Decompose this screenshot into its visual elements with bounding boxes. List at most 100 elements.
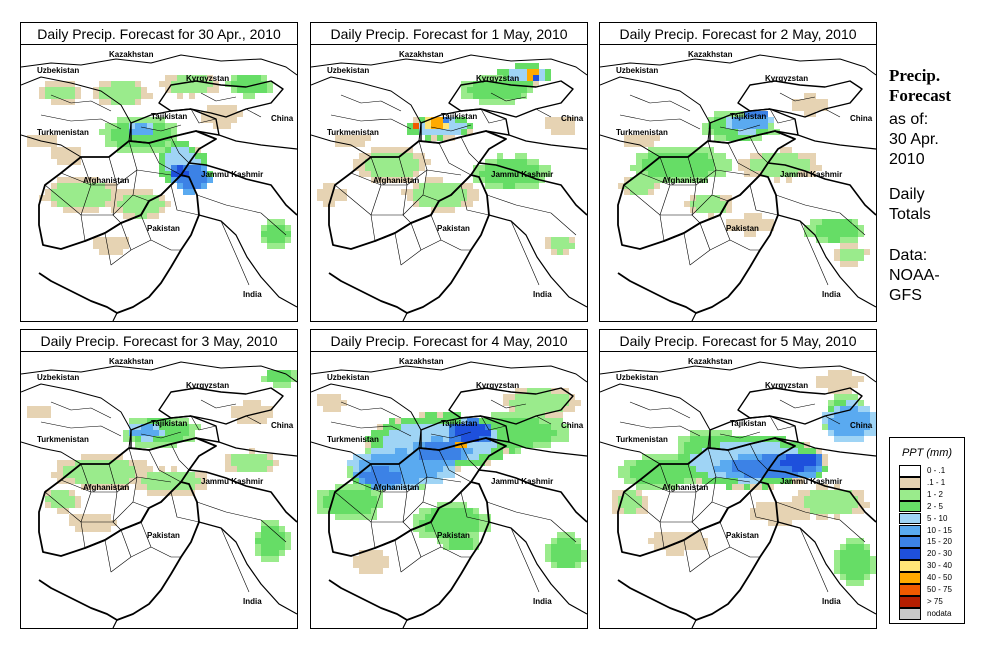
legend-swatch: [899, 512, 921, 525]
map-label-kazakhstan: Kazakhstan: [399, 357, 444, 366]
map-label-china: China: [850, 114, 873, 123]
forecast-panel-3-may: Daily Precip. Forecast for 3 May, 2010 K…: [20, 329, 298, 629]
country-borders: [600, 54, 876, 321]
legend-row: nodata: [899, 607, 959, 620]
daily-label: Daily: [889, 186, 925, 203]
precip-map: Kazakhstan Uzbekistan Kyrgyzstan Tajikistan…: [600, 357, 876, 628]
panel-title: Daily Precip. Forecast for 3 May, 2010: [21, 330, 297, 352]
forecast-panel-5-may: Daily Precip. Forecast for 5 May, 2010 K…: [599, 329, 877, 629]
map-label-turkmenistan: Turkmenistan: [327, 435, 379, 444]
map-label-afghanistan: Afghanistan: [662, 176, 708, 185]
precip-map: Kazakhstan Uzbekistan Kyrgyzstan Tajikistan…: [311, 357, 587, 628]
legend-swatch: [899, 488, 921, 501]
legend-row: 1 - 2: [899, 488, 959, 501]
map-label-turkmenistan: Turkmenistan: [37, 435, 89, 444]
map-label-afghanistan: Afghanistan: [83, 176, 129, 185]
legend-swatch: [899, 476, 921, 489]
legend-swatch: [899, 465, 921, 477]
map-label-afghanistan: Afghanistan: [373, 483, 419, 492]
legend-label: > 75: [927, 596, 943, 606]
panel-title: Daily Precip. Forecast for 1 May, 2010: [311, 23, 587, 45]
map-label-india: India: [822, 290, 841, 299]
precip-grid: [317, 63, 575, 255]
legend-row: .1 - 1: [899, 476, 959, 489]
map-label-afghanistan: Afghanistan: [373, 176, 419, 185]
legend-row: 50 - 75: [899, 584, 959, 596]
daily-totals-block: Daily Totals: [889, 185, 931, 225]
totals-label: Totals: [889, 206, 931, 223]
panel-title: Daily Precip. Forecast for 30 Apr., 2010: [21, 23, 297, 45]
map-label-jammu-kashmir: Jammu Kashmir: [780, 477, 842, 486]
map-label-jammu-kashmir: Jammu Kashmir: [491, 170, 553, 179]
map-label-india: India: [533, 290, 552, 299]
map-label-pakistan: Pakistan: [726, 531, 759, 540]
map-label-pakistan: Pakistan: [437, 531, 470, 540]
map-label-kazakhstan: Kazakhstan: [109, 50, 154, 59]
map-label-china: China: [271, 421, 294, 430]
map-label-pakistan: Pakistan: [147, 224, 180, 233]
legend-row: 5 - 10: [899, 512, 959, 525]
map-label-kyrgyzstan: Kyrgyzstan: [476, 74, 519, 83]
map-label-kazakhstan: Kazakhstan: [399, 50, 444, 59]
legend-swatch: [899, 584, 921, 596]
forecast-panel-1-may: Daily Precip. Forecast for 1 May, 2010 K…: [310, 22, 588, 322]
map-label-china: China: [850, 421, 873, 430]
legend-swatch: [899, 572, 921, 584]
forecast-panel-4-may: Daily Precip. Forecast for 4 May, 2010 K…: [310, 329, 588, 629]
legend-row: > 75: [899, 595, 959, 608]
legend: PPT (mm) 0 - .1 .1 - 1 1 - 2 2 - 5 5 - 10 10 …: [889, 437, 965, 624]
as-of-year: 2010: [889, 151, 925, 168]
map-label-uzbekistan: Uzbekistan: [616, 373, 658, 382]
country-borders: [600, 361, 876, 628]
panel-title: Daily Precip. Forecast for 2 May, 2010: [600, 23, 876, 45]
legend-swatch: [899, 500, 921, 513]
map-label-uzbekistan: Uzbekistan: [327, 373, 369, 382]
country-borders: [21, 54, 297, 321]
map-label-tajikistan: Tajikistan: [441, 419, 477, 428]
country-borders: [311, 361, 587, 628]
country-borders: [311, 54, 587, 321]
legend-title: PPT (mm): [901, 447, 953, 459]
legend-row: 0 - .1: [899, 465, 959, 477]
legend-swatch: [899, 595, 921, 608]
map-label-afghanistan: Afghanistan: [662, 483, 708, 492]
map-label-afghanistan: Afghanistan: [83, 483, 129, 492]
map-label-turkmenistan: Turkmenistan: [327, 128, 379, 137]
map-label-jammu-kashmir: Jammu Kashmir: [201, 477, 263, 486]
legend-label: 1 - 2: [927, 489, 944, 499]
as-of-block: as of: 30 Apr. 2010: [889, 110, 939, 170]
legend-label: 0 - .1: [927, 466, 946, 475]
legend-row: 20 - 30: [899, 548, 959, 561]
map-label-india: India: [533, 597, 552, 606]
legend-swatch: [899, 548, 921, 561]
map-label-tajikistan: Tajikistan: [730, 419, 766, 428]
legend-row: 40 - 50: [899, 572, 959, 584]
map-label-uzbekistan: Uzbekistan: [37, 66, 79, 75]
map-label-kazakhstan: Kazakhstan: [109, 357, 154, 366]
legend-label: 30 - 40: [927, 561, 952, 571]
map-label-india: India: [243, 597, 262, 606]
map-label-kazakhstan: Kazakhstan: [688, 50, 733, 59]
map-label-tajikistan: Tajikistan: [151, 112, 187, 121]
map-label-jammu-kashmir: Jammu Kashmir: [780, 170, 842, 179]
side-title-line2: Forecast: [889, 86, 951, 105]
forecast-panel-2-may: Daily Precip. Forecast for 2 May, 2010 K…: [599, 22, 877, 322]
legend-swatch: [899, 607, 921, 620]
map-label-china: China: [561, 421, 584, 430]
precip-map: Kazakhstan Uzbekistan Kyrgyzstan Tajikistan…: [21, 357, 297, 628]
map-label-pakistan: Pakistan: [147, 531, 180, 540]
precip-grid: [27, 75, 291, 255]
as-of-label: as of:: [889, 111, 929, 128]
map-label-uzbekistan: Uzbekistan: [327, 66, 369, 75]
legend-row: 15 - 20: [899, 536, 959, 549]
precip-grid: [612, 370, 876, 586]
forecast-panel-30-apr: Daily Precip. Forecast for 30 Apr., 2010…: [20, 22, 298, 322]
precip-map: Kazakhstan Uzbekistan Kyrgyzstan Tajikistan…: [21, 50, 297, 321]
map-label-india: India: [243, 290, 262, 299]
map-label-tajikistan: Tajikistan: [730, 112, 766, 121]
legend-label: 5 - 10: [927, 513, 948, 523]
map-label-tajikistan: Tajikistan: [441, 112, 477, 121]
as-of-date: 30 Apr.: [889, 131, 939, 148]
map-label-china: China: [271, 114, 294, 123]
map-label-tajikistan: Tajikistan: [151, 419, 187, 428]
